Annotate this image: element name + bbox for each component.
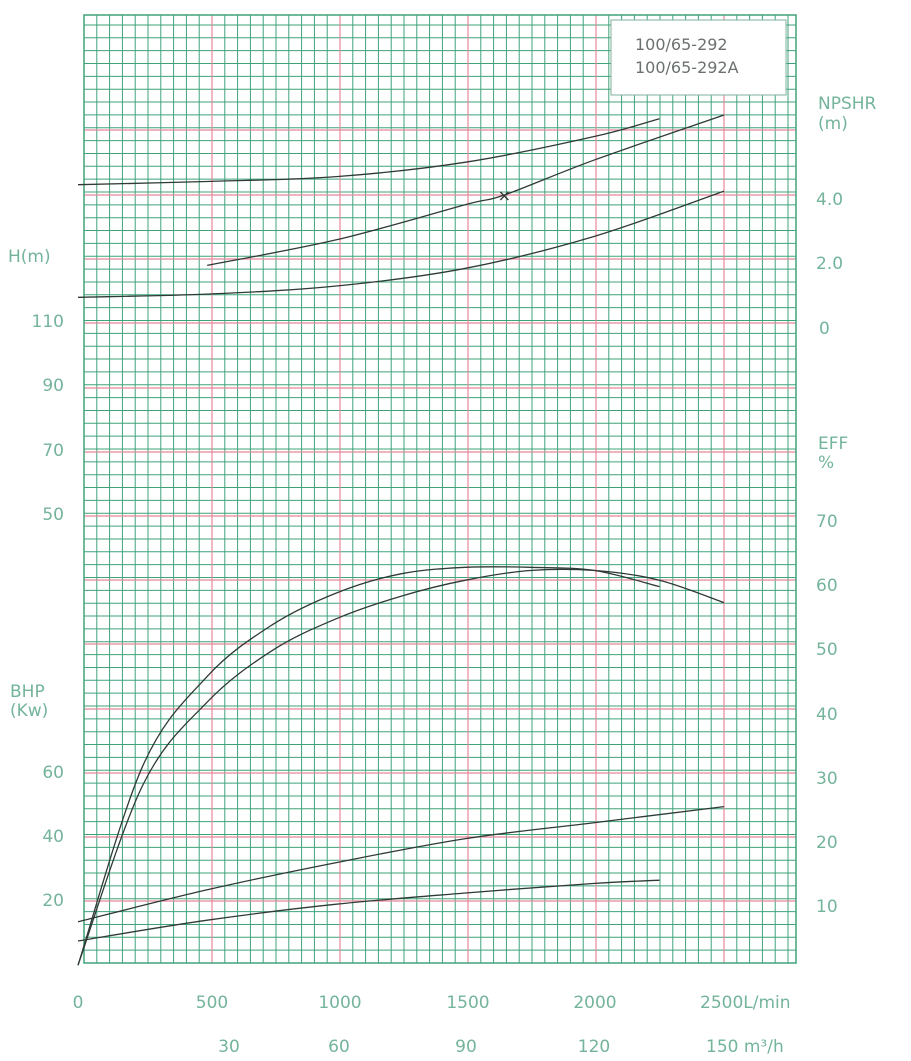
head-tick-label: 70 [42, 441, 64, 461]
curve-eff-pct-4 [77, 568, 725, 966]
eff-tick-label: 50 [816, 640, 838, 660]
bhp-axis-label: BHP [10, 682, 45, 702]
x-tick-label: 500 [196, 993, 228, 1013]
left-axis-head: H(m) 110 90 70 50 [8, 247, 64, 525]
best-point-marker: × [498, 186, 511, 205]
x-tick-label: 1000 [318, 993, 361, 1013]
head-tick-label: 50 [42, 505, 64, 525]
bhp-tick-label: 20 [42, 891, 64, 911]
x-axis-lmin: 0 500 1000 1500 2000 2500L/min [73, 993, 791, 1013]
x-secondary-tick-label: 120 [578, 1037, 610, 1057]
curves [77, 114, 725, 966]
eff-tick-label: 40 [816, 705, 838, 725]
legend-item-100-65-292: 100/65-292 [635, 35, 728, 54]
curve-eff-pct-3 [77, 566, 660, 966]
legend-item-100-65-292a: 100/65-292A [635, 58, 739, 77]
eff-tick-label: 60 [816, 576, 838, 596]
curve-head-m-2 [77, 118, 660, 186]
right-axis-npsh: NPSHR (m) 4.0 2.0 0 [816, 94, 877, 339]
eff-tick-label: 30 [816, 769, 838, 789]
x-tick-label: 1500 [446, 993, 489, 1013]
bhp-tick-label: 40 [42, 827, 64, 847]
eff-axis-label: EFF [818, 434, 848, 454]
eff-axis-unit: % [818, 453, 834, 473]
right-axis-eff: EFF % 70 60 50 40 30 20 10 [816, 434, 848, 917]
x-tick-label: 0 [73, 993, 84, 1013]
x-secondary-tick-label: 60 [328, 1037, 350, 1057]
curve-bhp-kw-6 [77, 879, 660, 942]
npshr-axis-unit: (m) [818, 114, 848, 134]
head-tick-label: 90 [42, 376, 64, 396]
x-axis-m3h: 30 60 90 120 150 m³/h [218, 1037, 784, 1057]
left-axis-power: BHP (Kw) 60 40 20 [10, 682, 64, 911]
curve-bhp-kw-5 [77, 805, 725, 923]
npshr-tick-label: 4.0 [816, 190, 843, 210]
eff-tick-label: 20 [816, 833, 838, 853]
x-secondary-tick-label: 150 m³/h [706, 1037, 784, 1057]
npshr-axis-label: NPSHR [818, 94, 877, 114]
curve-npshr-m-0 [207, 114, 725, 267]
head-axis-label: H(m) [8, 247, 51, 267]
x-tick-label: 2500L/min [700, 993, 791, 1013]
npshr-tick-label: 2.0 [816, 254, 843, 274]
legend-box: 100/65-292 100/65-292A [610, 19, 787, 96]
curve-head-m-1 [77, 190, 725, 298]
x-secondary-tick-label: 90 [455, 1037, 477, 1057]
grid-minor [83, 15, 796, 964]
plot-border [83, 14, 797, 964]
grid-major [84, 15, 796, 963]
head-tick-label: 110 [32, 312, 64, 332]
eff-tick-label: 70 [816, 512, 838, 532]
x-tick-label: 2000 [573, 993, 616, 1013]
eff-tick-label: 10 [816, 897, 838, 917]
bhp-tick-label: 60 [42, 763, 64, 783]
bhp-axis-unit: (Kw) [10, 701, 48, 721]
npshr-tick-label: 0 [819, 319, 830, 339]
x-secondary-tick-label: 30 [218, 1037, 240, 1057]
